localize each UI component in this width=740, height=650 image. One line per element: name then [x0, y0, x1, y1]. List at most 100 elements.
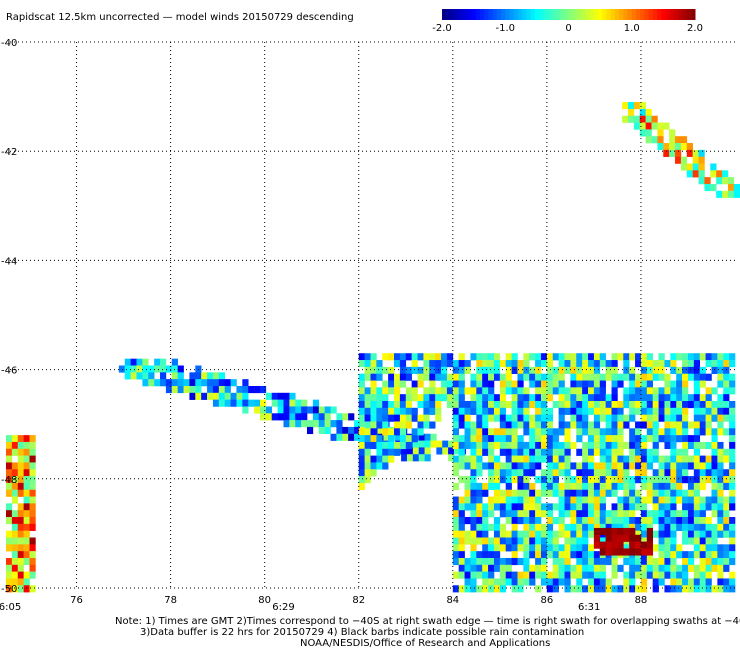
- heatmap-cell: [160, 365, 167, 373]
- heatmap-cell: [295, 413, 302, 421]
- heatmap-cell: [717, 441, 724, 450]
- heatmap-cell: [458, 503, 465, 511]
- heatmap-cell: [224, 379, 231, 387]
- heatmap-cell: [729, 435, 736, 443]
- heatmap-cell: [6, 489, 13, 497]
- heatmap-cell: [399, 441, 407, 450]
- heatmap-cell: [682, 530, 689, 538]
- heatmap-cell: [446, 400, 454, 409]
- heatmap-cell: [635, 496, 642, 504]
- heatmap-cell: [171, 379, 178, 387]
- heatmap-cell: [499, 421, 507, 429]
- heatmap-cell: [705, 551, 712, 559]
- heatmap-cell: [570, 551, 577, 559]
- heatmap-cell: [388, 428, 395, 436]
- heatmap-cell: [723, 578, 730, 586]
- heatmap-cell: [17, 462, 24, 470]
- heatmap-cell: [488, 394, 495, 402]
- heatmap-cell: [423, 353, 430, 361]
- heatmap-cell: [664, 441, 671, 450]
- heatmap-cell: [488, 400, 495, 409]
- heatmap-cell: [259, 399, 267, 407]
- heatmap-cell: [729, 551, 736, 559]
- heatmap-cell: [599, 441, 606, 450]
- heatmap-cell: [189, 372, 196, 380]
- heatmap-cell: [201, 392, 208, 400]
- heatmap-cell: [664, 482, 671, 491]
- heatmap-cell: [716, 170, 723, 178]
- heatmap-cell: [464, 537, 471, 545]
- heatmap-cell: [470, 551, 477, 559]
- heatmap-cell: [729, 482, 736, 491]
- heatmap-cell: [6, 462, 13, 470]
- heatmap-cell: [499, 564, 507, 572]
- heatmap-cell: [729, 441, 736, 450]
- heatmap-cell: [623, 578, 630, 586]
- heatmap-cell: [493, 503, 501, 511]
- heatmap-cell: [717, 462, 724, 470]
- heatmap-cell: [283, 399, 290, 407]
- heatmap-cell: [289, 420, 296, 428]
- heatmap-cell: [588, 571, 595, 579]
- heatmap-cell: [470, 353, 477, 361]
- colorbar-segment: [517, 9, 523, 20]
- heatmap-cell: [458, 448, 465, 456]
- heatmap-cell: [729, 455, 736, 463]
- heatmap-cell: [676, 510, 683, 518]
- heatmap-cell: [417, 414, 424, 422]
- heatmap-cell: [699, 482, 706, 491]
- heatmap-cell: [488, 503, 495, 511]
- heatmap-cell: [511, 510, 518, 518]
- heatmap-cell: [711, 400, 718, 409]
- heatmap-cell: [411, 380, 418, 388]
- heatmap-cell: [687, 462, 695, 470]
- heatmap-cell: [664, 564, 671, 572]
- heatmap-cell: [388, 353, 395, 361]
- heatmap-cell: [517, 394, 524, 402]
- heatmap-cell: [505, 476, 512, 484]
- heatmap-cell: [546, 523, 554, 531]
- heatmap-cell: [364, 435, 371, 443]
- heatmap-cell: [499, 489, 507, 497]
- heatmap-cell: [640, 394, 648, 402]
- heatmap-cell: [529, 510, 536, 518]
- heatmap-cell: [201, 379, 208, 387]
- heatmap-cell: [605, 585, 612, 593]
- heatmap-cell: [717, 551, 724, 559]
- heatmap-cell: [576, 571, 583, 579]
- heatmap-cell: [342, 413, 349, 421]
- heatmap-cell: [470, 400, 477, 409]
- heatmap-cell: [693, 428, 701, 436]
- heatmap-cell: [588, 510, 595, 518]
- heatmap-cell: [470, 407, 477, 415]
- heatmap-cell: [517, 400, 524, 409]
- heatmap-cell: [136, 358, 143, 366]
- heatmap-cell: [629, 441, 636, 450]
- heatmap-cell: [652, 428, 659, 436]
- heatmap-cell: [452, 571, 459, 579]
- heatmap-cell: [458, 421, 465, 429]
- heatmap-cell: [558, 517, 565, 525]
- heatmap-cell: [628, 102, 635, 110]
- heatmap-cell: [599, 578, 606, 586]
- heatmap-cell: [423, 360, 430, 368]
- heatmap-cell: [453, 447, 461, 455]
- heatmap-cell: [687, 510, 695, 518]
- heatmap-cell: [705, 564, 712, 572]
- heatmap-cell: [499, 414, 507, 422]
- heatmap-cell: [29, 503, 36, 511]
- colorbar-segment: [665, 9, 671, 20]
- heatmap-cell: [482, 400, 489, 409]
- heatmap-cell: [617, 527, 624, 536]
- heatmap-cell: [657, 122, 664, 130]
- heatmap-cell: [482, 530, 489, 538]
- heatmap-cell: [124, 365, 131, 373]
- time-label: 6:31: [578, 602, 600, 613]
- heatmap-cell: [723, 476, 730, 484]
- heatmap-cell: [411, 414, 418, 422]
- heatmap-cell: [588, 428, 595, 436]
- heatmap-cell: [629, 476, 636, 484]
- colorbar-segment: [678, 9, 683, 20]
- x-tick-label: 78: [164, 595, 177, 606]
- heatmap-cell: [669, 129, 676, 137]
